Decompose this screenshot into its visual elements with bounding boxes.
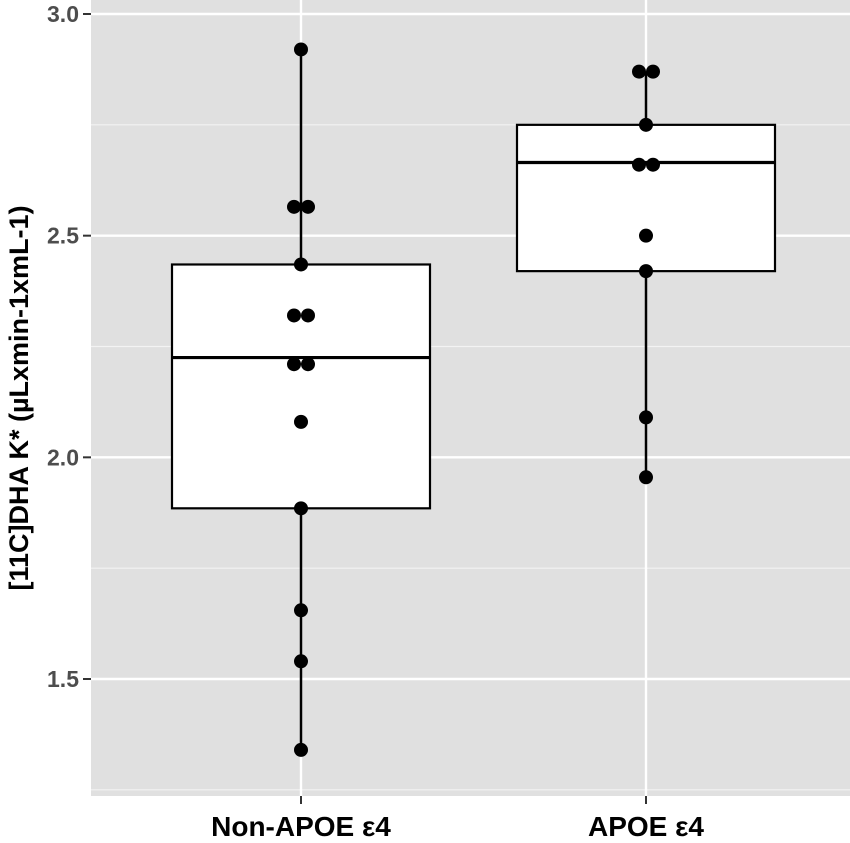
- iqr-box: [515, 123, 777, 273]
- data-point: [294, 42, 308, 57]
- data-point: [639, 264, 653, 279]
- y-tick-label: 2.0: [47, 444, 79, 470]
- y-tick-label: 3.0: [47, 1, 79, 27]
- data-point: [632, 64, 646, 79]
- data-points: [287, 42, 660, 757]
- data-point: [294, 501, 308, 516]
- data-point: [294, 603, 308, 618]
- iqr-box: [170, 263, 432, 510]
- data-point: [294, 654, 308, 669]
- data-point: [301, 308, 315, 323]
- data-point: [287, 308, 301, 323]
- data-point: [301, 199, 315, 214]
- data-point: [639, 470, 653, 485]
- data-point: [287, 199, 301, 214]
- y-tick-label: 1.5: [47, 666, 79, 692]
- data-point: [646, 64, 660, 79]
- y-tick-label: 2.5: [47, 223, 79, 249]
- box-non-apoe-e4: [170, 49, 432, 750]
- x-category-label: APOE ε4: [588, 811, 704, 842]
- box-apoe-e4: [515, 71, 777, 478]
- boxes: [170, 49, 777, 750]
- data-point: [294, 414, 308, 429]
- data-point: [294, 257, 308, 272]
- data-point: [639, 410, 653, 425]
- data-point: [639, 117, 653, 132]
- data-point: [287, 357, 301, 372]
- y-axis: 1.5 2.0 2.5 3.0: [47, 1, 91, 692]
- data-point: [646, 157, 660, 172]
- data-point: [632, 157, 646, 172]
- x-axis: Non-APOE ε4 APOE ε4: [211, 796, 704, 842]
- data-point: [639, 228, 653, 243]
- data-point: [301, 357, 315, 372]
- y-axis-label: [11C]DHA K* (µLxmin-1xmL-1): [4, 205, 34, 590]
- data-point: [294, 742, 308, 757]
- x-category-label: Non-APOE ε4: [211, 811, 391, 842]
